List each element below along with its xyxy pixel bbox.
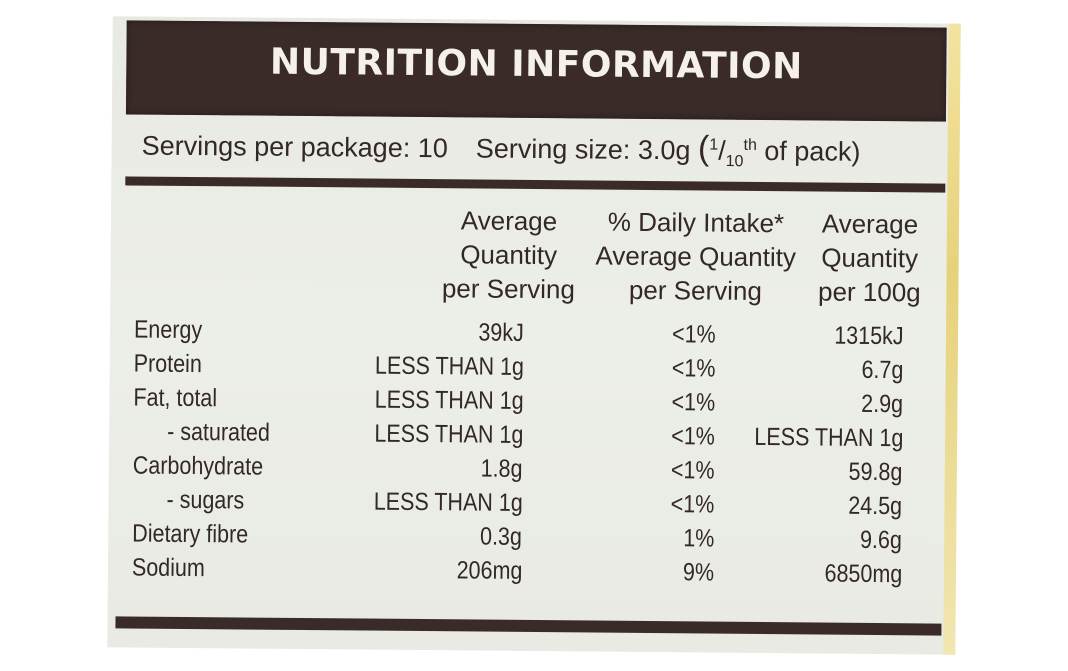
header-daily-intake: % Daily Intake* Average Quantity per Ser… — [595, 206, 797, 306]
per-serving-value: 39kJ — [478, 318, 525, 347]
nutrient-name: Sodium — [131, 553, 205, 583]
nutrient-table: Energy 39kJ <1% 1315kJ Protein LESS THAN… — [122, 312, 944, 591]
daily-intake-value: 1% — [683, 524, 715, 553]
nutrition-label: NUTRITION INFORMATION Servings per packa… — [107, 16, 961, 655]
daily-intake-value: <1% — [671, 388, 716, 417]
table-row: Sodium 206mg 9% 6850mg — [122, 550, 942, 591]
daily-intake-value: 9% — [682, 558, 715, 587]
nutrient-name: Carbohydrate — [132, 451, 264, 481]
per-serving-value: LESS THAN 1g — [374, 419, 524, 449]
fraction-rest: of pack) — [756, 135, 861, 167]
servings-line: Servings per package: 10 Serving size: 3.… — [141, 125, 941, 173]
daily-intake-value: <1% — [671, 422, 716, 451]
header-per-100g: Average Quantity per 100g — [817, 208, 921, 308]
header-per-serving: Average Quantity per Serving — [441, 205, 576, 305]
per-serving-value: LESS THAN 1g — [374, 351, 524, 381]
daily-intake-value: <1% — [671, 354, 716, 383]
per-100g-value: 9.6g — [860, 525, 903, 555]
fraction-numerator: 1 — [709, 136, 719, 154]
per-100g-value: LESS THAN 1g — [754, 422, 904, 453]
fraction-denominator: 10 — [725, 153, 744, 171]
per-100g-value: 6850mg — [824, 559, 903, 589]
daily-intake-value: <1% — [670, 490, 715, 519]
fraction-open: ( — [697, 129, 710, 168]
daily-intake-value: <1% — [671, 456, 715, 485]
title-banner: NUTRITION INFORMATION — [125, 20, 947, 122]
per-serving-value: LESS THAN 1g — [373, 487, 523, 517]
serving-fraction: (1/10th of pack) — [697, 129, 861, 171]
per-serving-value: 206mg — [456, 556, 523, 585]
per-100g-value: 2.9g — [861, 389, 904, 419]
daily-intake-value: <1% — [672, 320, 717, 349]
fraction-suffix: th — [743, 136, 757, 154]
per-serving-value: 1.8g — [480, 454, 523, 483]
nutrient-name: - sugars — [166, 485, 245, 515]
nutrient-name: Dietary fibre — [132, 519, 249, 549]
top-divider — [125, 176, 946, 193]
per-100g-value: 1315kJ — [834, 321, 905, 351]
per-100g-value: 6.7g — [861, 355, 904, 385]
servings-per-package: Servings per package: 10 — [141, 130, 448, 164]
panel-title: NUTRITION INFORMATION — [269, 41, 803, 88]
serving-size: Serving size: 3.0g — [475, 133, 691, 166]
nutrient-name: Energy — [133, 315, 203, 345]
nutrient-name: Protein — [133, 349, 202, 379]
per-serving-value: LESS THAN 1g — [374, 385, 524, 415]
per-serving-value: 0.3g — [480, 522, 523, 551]
bottom-divider — [115, 616, 942, 636]
per-100g-value: 59.8g — [848, 457, 903, 487]
nutrient-name: Fat, total — [133, 383, 218, 413]
per-100g-value: 24.5g — [848, 491, 903, 521]
nutrient-name: - saturated — [167, 417, 271, 447]
